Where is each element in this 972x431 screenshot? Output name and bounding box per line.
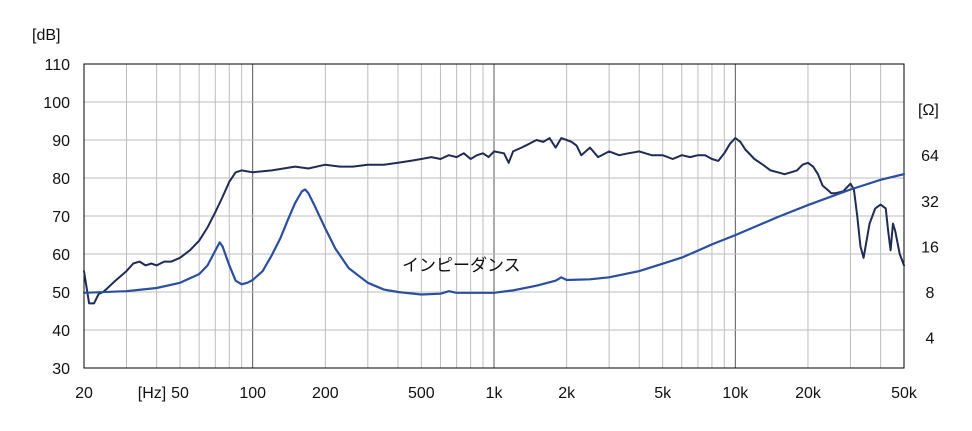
y-right-tick-label: 8 [926, 285, 935, 302]
x-tick-label: 50 [171, 385, 189, 402]
y-right-unit: [Ω] [918, 102, 939, 119]
y-left-tick-label: 50 [52, 285, 70, 302]
labels: [dB] [Ω] [Hz] インピーダンス 30 40 50 60 70 80 90 100 1… [32, 27, 939, 402]
y-right-tick-label: 64 [921, 148, 939, 165]
x-tick-label: 1k [486, 385, 504, 402]
y-left-tick-label: 60 [52, 247, 70, 264]
x-tick-label: 500 [408, 385, 435, 402]
impedance-annotation: インピーダンス [402, 256, 521, 275]
y-right-tick-label: 32 [921, 194, 939, 211]
x-unit: [Hz] [138, 385, 166, 402]
x-tick-label: 50k [891, 385, 918, 402]
x-tick-label: 20 [75, 385, 93, 402]
y-left-tick-label: 80 [52, 171, 70, 188]
x-tick-label: 5k [654, 385, 672, 402]
spl-response-line [83, 137, 905, 305]
plot-frame [83, 63, 905, 369]
y-left-tick-label: 110 [44, 57, 70, 74]
y-left-tick-label: 40 [52, 323, 70, 340]
y-right-tick-label: 16 [921, 239, 939, 256]
x-tick-label: 100 [239, 385, 266, 402]
x-tick-label: 2k [558, 385, 576, 402]
y-right-tick-label: 4 [926, 331, 935, 348]
y-left-tick-label: 90 [52, 133, 70, 150]
impedance-line [82, 173, 906, 296]
x-tick-label: 10k [722, 385, 749, 402]
y-left-tick-label: 30 [52, 361, 70, 378]
x-tick-label: 200 [312, 385, 339, 402]
x-tick-label: 20k [795, 385, 822, 402]
y-left-unit: [dB] [32, 27, 60, 44]
y-left-tick-label: 70 [52, 209, 70, 226]
y-left-tick-label: 100 [43, 95, 70, 112]
series-layer [82, 137, 906, 305]
